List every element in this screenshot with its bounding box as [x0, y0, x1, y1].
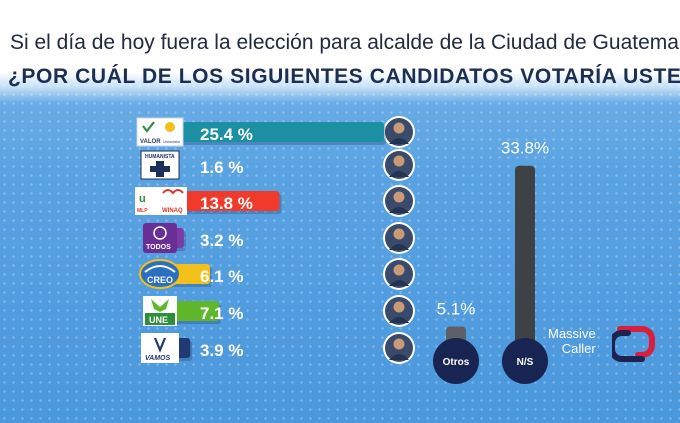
value-label: 3.9 % — [200, 341, 243, 360]
party-row: VAMOS 3.9 % — [141, 332, 415, 364]
header-band — [0, 0, 680, 103]
logo-todos-text: TODOS — [146, 244, 171, 251]
party-row: UNE 7.1 % — [143, 295, 415, 327]
category-badge — [502, 338, 548, 384]
party-row: u MLP WINAQ 13.8 % — [135, 185, 415, 217]
value-label: 3.2 % — [200, 231, 243, 250]
category-label: Otros — [443, 357, 470, 368]
brand-line-1: Massive — [548, 326, 596, 341]
party-logo-icon: TODOS — [143, 223, 177, 253]
value-label: 5.1% — [437, 299, 476, 318]
logo-winaq-text: WINAQ — [162, 208, 183, 214]
logo-creo-text: CREO — [147, 275, 173, 285]
logo-unionista-text: Unionista — [163, 139, 180, 144]
category-badge — [433, 338, 479, 384]
brand-text: Massive Caller — [548, 326, 596, 356]
party-bar — [155, 122, 385, 142]
massive-caller-logo-icon — [612, 326, 655, 362]
other-row: N/S 33.8% — [501, 139, 549, 384]
value-label: 1.6 % — [200, 158, 243, 177]
party-logo-icon: UNE — [143, 296, 177, 326]
value-label: 25.4 % — [200, 125, 253, 144]
other-row: Otros 5.1% — [433, 299, 479, 384]
brand-line-2: Caller — [561, 341, 596, 356]
party-logo-icon: u MLP WINAQ — [135, 187, 187, 215]
logo-valor-text: VALOR — [140, 139, 161, 145]
party-logo-icon: HUMANISTA — [140, 150, 180, 180]
value-label: 6.1 % — [200, 267, 243, 286]
vertical-bar — [515, 165, 535, 355]
party-logo-icon: VALOR Unionista — [136, 117, 184, 147]
value-label: 7.1 % — [200, 304, 243, 323]
party-bars: VALOR Unionista 25.4 % HUMANISTA 1.6 % u MLP WI… — [135, 116, 415, 364]
other-bars: Otros 5.1% N/S 33.8% — [433, 139, 549, 384]
question-line-1: Si el día de hoy fuera la elección para … — [10, 31, 680, 54]
logo-humanista-text: HUMANISTA — [145, 154, 175, 160]
category-label: N/S — [517, 357, 534, 368]
logo-mlp-text: MLP — [137, 208, 148, 214]
party-logo-icon: VAMOS — [141, 333, 179, 363]
party-row: HUMANISTA 1.6 % — [140, 149, 415, 181]
value-label: 33.8% — [501, 139, 549, 158]
logo-une-text: UNE — [149, 315, 168, 325]
party-row: TODOS 3.2 % — [143, 222, 415, 254]
party-row: VALOR Unionista 25.4 % — [136, 116, 415, 148]
logo-vamos-text: VAMOS — [145, 355, 170, 362]
party-row: CREO 6.1 % — [139, 258, 415, 290]
party-logo-icon: CREO — [139, 259, 181, 289]
logo-mlp-symbol: u — [139, 193, 146, 205]
question-line-2: ¿POR CUÁL DE LOS SIGUIENTES CANDIDATOS V… — [8, 65, 680, 88]
value-label: 13.8 % — [200, 194, 253, 213]
